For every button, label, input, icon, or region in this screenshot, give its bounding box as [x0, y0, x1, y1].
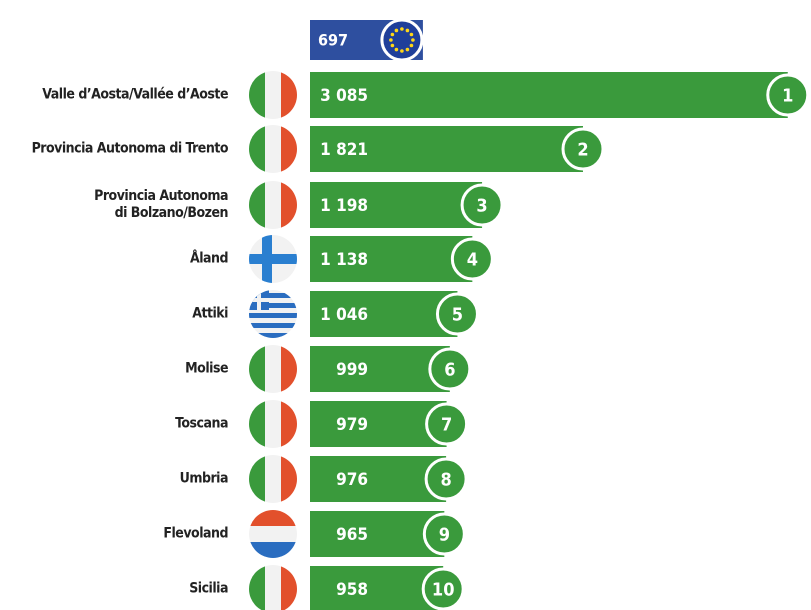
bar	[310, 236, 473, 282]
category-label: Sicilia	[189, 580, 228, 597]
flag	[249, 455, 297, 503]
flag	[249, 345, 297, 393]
bar	[310, 566, 444, 610]
eu-star	[390, 32, 395, 37]
bar	[310, 456, 447, 502]
rank-badge	[421, 567, 465, 610]
rank-badge	[428, 347, 472, 391]
eu-star	[409, 32, 414, 37]
value-label: 999	[336, 360, 368, 380]
category-label: Molise	[185, 360, 228, 377]
flag	[249, 400, 297, 448]
category-label: Toscana	[175, 415, 228, 432]
eu-flag	[380, 18, 424, 62]
rank: 3	[476, 196, 487, 217]
rank-badge	[460, 183, 504, 227]
eu-star	[389, 38, 393, 42]
rank: 8	[440, 470, 451, 491]
rank: 5	[452, 305, 463, 326]
rank: 10	[432, 580, 455, 601]
rank-badge	[422, 512, 466, 556]
bar	[310, 511, 445, 557]
rank-badge	[561, 127, 605, 171]
category-label: Umbria	[179, 470, 229, 487]
value-label: 979	[336, 415, 368, 435]
bar	[310, 72, 788, 118]
eu-star	[394, 28, 399, 33]
value-label: 1 138	[320, 250, 368, 270]
eu-star	[405, 47, 410, 52]
rank: 7	[441, 415, 452, 436]
flag	[249, 235, 297, 283]
flag	[249, 181, 297, 229]
value-label: 965	[336, 525, 368, 545]
bar	[310, 401, 447, 447]
category-label: Åland	[189, 250, 229, 267]
bar	[310, 291, 458, 337]
bar	[310, 182, 483, 228]
flag	[249, 290, 297, 338]
eu-star	[394, 47, 399, 52]
eu-star	[390, 43, 395, 48]
category-label: Flevoland	[163, 525, 228, 542]
category-label: Provincia Autonoma di Bolzano/Bozen	[94, 188, 228, 221]
eu-star	[409, 43, 414, 48]
rank: 4	[467, 250, 478, 271]
bar	[310, 126, 584, 172]
category-label: Provincia Autonoma di Trento	[31, 140, 229, 157]
rank: 1	[782, 86, 793, 107]
flag	[249, 125, 297, 173]
rank-badge	[450, 237, 494, 281]
rank-badge	[435, 292, 479, 336]
eu-star	[400, 49, 404, 53]
value-label: 976	[336, 470, 368, 490]
flag	[249, 71, 297, 119]
rank-badge	[424, 457, 468, 501]
value-label: 1 046	[320, 305, 368, 325]
rank-badge	[766, 73, 810, 117]
eu-star	[405, 28, 410, 33]
value-label: 958	[336, 580, 368, 600]
rank-badge	[425, 402, 469, 446]
category-label: Valle d’Aosta/Vallée d’Aoste	[42, 86, 228, 103]
flag	[249, 565, 297, 610]
rank: 6	[444, 360, 455, 381]
eu-star	[411, 38, 415, 42]
rank: 2	[577, 140, 588, 161]
eu-star	[400, 27, 404, 31]
reference-label: 697	[318, 31, 348, 50]
bar	[310, 346, 450, 392]
value-label: 3 085	[320, 86, 368, 106]
value-label: 1 198	[320, 196, 368, 216]
value-label: 1 821	[320, 140, 368, 160]
rank: 9	[439, 525, 450, 546]
flags	[249, 71, 297, 610]
flag	[249, 510, 297, 558]
category-label: Attiki	[192, 305, 228, 322]
